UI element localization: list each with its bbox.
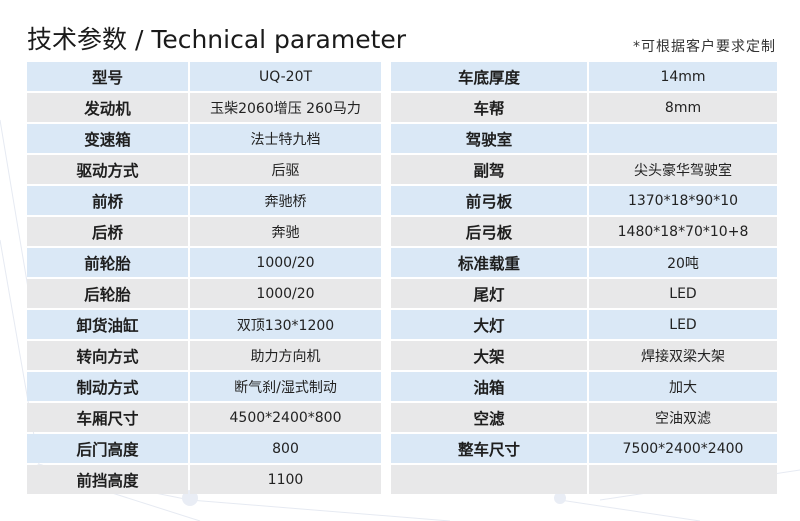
- param-value: 1000/20: [190, 248, 381, 277]
- param-label: 车底厚度: [391, 62, 587, 91]
- table-row: 前轮胎 1000/20: [27, 248, 381, 277]
- param-label: [391, 465, 587, 494]
- param-value: UQ-20T: [190, 62, 381, 91]
- table-row: [391, 465, 777, 494]
- table-row: 变速箱 法士特九档: [27, 124, 381, 153]
- table-row: 后轮胎 1000/20: [27, 279, 381, 308]
- table-row: 整车尺寸 7500*2400*2400: [391, 434, 777, 463]
- param-value: [589, 465, 777, 494]
- param-label: 大灯: [391, 310, 587, 339]
- param-label: 大架: [391, 341, 587, 370]
- param-label: 空滤: [391, 403, 587, 432]
- table-row: 驱动方式 后驱: [27, 155, 381, 184]
- param-label: 发动机: [27, 93, 188, 122]
- page-title: 技术参数 / Technical parameter: [27, 25, 407, 54]
- param-label: 后弓板: [391, 217, 587, 246]
- table-row: 车底厚度 14mm: [391, 62, 777, 91]
- table-row: 前弓板 1370*18*90*10: [391, 186, 777, 215]
- param-value: 1480*18*70*10+8: [589, 217, 777, 246]
- spec-table-right: 车底厚度 14mm 车帮 8mm 驾驶室 副驾 尖头豪华驾驶室 前弓板 1370*18*90*1…: [391, 62, 777, 496]
- param-label: 油箱: [391, 372, 587, 401]
- table-row: 发动机 玉柴2060增压 260马力: [27, 93, 381, 122]
- table-row: 油箱 加大: [391, 372, 777, 401]
- param-label: 驾驶室: [391, 124, 587, 153]
- table-row: 制动方式 断气刹/湿式制动: [27, 372, 381, 401]
- param-label: 卸货油缸: [27, 310, 188, 339]
- param-label: 前轮胎: [27, 248, 188, 277]
- param-value: 后驱: [190, 155, 381, 184]
- param-value: 双顶130*1200: [190, 310, 381, 339]
- param-value: 1000/20: [190, 279, 381, 308]
- param-label: 前挡高度: [27, 465, 188, 494]
- param-value: 800: [190, 434, 381, 463]
- param-label: 制动方式: [27, 372, 188, 401]
- table-row: 型号 UQ-20T: [27, 62, 381, 91]
- table-row: 副驾 尖头豪华驾驶室: [391, 155, 777, 184]
- table-row: 大灯 LED: [391, 310, 777, 339]
- table-row: 后弓板 1480*18*70*10+8: [391, 217, 777, 246]
- param-value: LED: [589, 310, 777, 339]
- table-row: 后桥 奔驰: [27, 217, 381, 246]
- param-label: 前弓板: [391, 186, 587, 215]
- param-value: 8mm: [589, 93, 777, 122]
- param-value: LED: [589, 279, 777, 308]
- param-label: 变速箱: [27, 124, 188, 153]
- param-label: 副驾: [391, 155, 587, 184]
- table-row: 卸货油缸 双顶130*1200: [27, 310, 381, 339]
- param-label: 型号: [27, 62, 188, 91]
- param-value: 空油双滤: [589, 403, 777, 432]
- param-value: 14mm: [589, 62, 777, 91]
- param-value: 20吨: [589, 248, 777, 277]
- customization-note: *可根据客户要求定制: [633, 39, 776, 55]
- table-row: 空滤 空油双滤: [391, 403, 777, 432]
- table-row: 车厢尺寸 4500*2400*800: [27, 403, 381, 432]
- param-value: 法士特九档: [190, 124, 381, 153]
- table-row: 前挡高度 1100: [27, 465, 381, 494]
- param-label: 后桥: [27, 217, 188, 246]
- param-value: 奔驰桥: [190, 186, 381, 215]
- param-value: 1100: [190, 465, 381, 494]
- table-row: 驾驶室: [391, 124, 777, 153]
- table-row: 车帮 8mm: [391, 93, 777, 122]
- param-value: 焊接双梁大架: [589, 341, 777, 370]
- param-label: 尾灯: [391, 279, 587, 308]
- param-value: 玉柴2060增压 260马力: [190, 93, 381, 122]
- table-row: 标准载重 20吨: [391, 248, 777, 277]
- table-row: 转向方式 助力方向机: [27, 341, 381, 370]
- param-value: [589, 124, 777, 153]
- param-value: 4500*2400*800: [190, 403, 381, 432]
- table-row: 前桥 奔驰桥: [27, 186, 381, 215]
- table-row: 大架 焊接双梁大架: [391, 341, 777, 370]
- param-label: 整车尺寸: [391, 434, 587, 463]
- param-label: 转向方式: [27, 341, 188, 370]
- param-value: 尖头豪华驾驶室: [589, 155, 777, 184]
- spec-table-left: 型号 UQ-20T 发动机 玉柴2060增压 260马力 变速箱 法士特九档 驱动方式 后驱前…: [27, 62, 381, 496]
- param-label: 车厢尺寸: [27, 403, 188, 432]
- param-value: 1370*18*90*10: [589, 186, 777, 215]
- param-value: 加大: [589, 372, 777, 401]
- param-label: 标准载重: [391, 248, 587, 277]
- param-value: 断气刹/湿式制动: [190, 372, 381, 401]
- table-row: 尾灯 LED: [391, 279, 777, 308]
- param-label: 车帮: [391, 93, 587, 122]
- param-value: 助力方向机: [190, 341, 381, 370]
- table-row: 后门高度 800: [27, 434, 381, 463]
- param-label: 后门高度: [27, 434, 188, 463]
- param-label: 后轮胎: [27, 279, 188, 308]
- param-value: 7500*2400*2400: [589, 434, 777, 463]
- param-label: 前桥: [27, 186, 188, 215]
- param-value: 奔驰: [190, 217, 381, 246]
- param-label: 驱动方式: [27, 155, 188, 184]
